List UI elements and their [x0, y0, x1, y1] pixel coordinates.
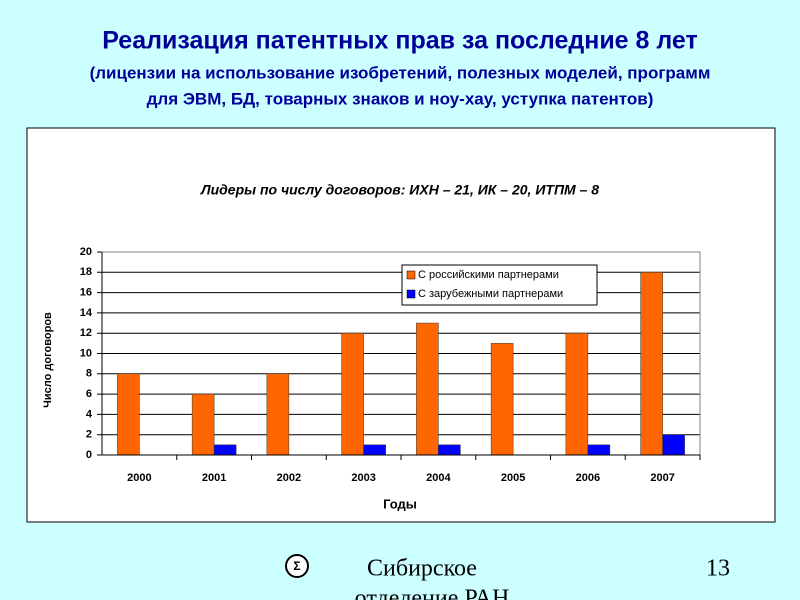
- y-tick-label: 4: [86, 408, 93, 420]
- bar: [587, 444, 611, 456]
- y-tick-label: 6: [86, 388, 92, 400]
- slide-title: Реализация патентных прав за последние 8…: [102, 27, 698, 55]
- legend-swatch: [406, 270, 416, 280]
- y-axis-label: Число договоров: [42, 312, 54, 408]
- y-tick-label: 20: [80, 246, 92, 258]
- footer-organization: отделение РАН: [355, 586, 510, 600]
- y-tick-label: 18: [80, 266, 92, 278]
- bar: [565, 332, 589, 456]
- bar: [416, 322, 439, 456]
- bar: [341, 332, 364, 456]
- page-number: 13: [706, 556, 730, 582]
- y-tick-label: 12: [80, 327, 92, 339]
- x-tick-label: 2000: [127, 472, 151, 484]
- x-tick-label: 2006: [576, 472, 600, 484]
- y-tick-label: 10: [80, 347, 92, 359]
- subtitle: для ЭВМ, БД, товарных знаков и ноу-хау, …: [147, 89, 654, 108]
- bar: [363, 444, 386, 456]
- chart-annotation: Лидеры по числу договоров: ИХН – 21, ИК …: [200, 182, 599, 198]
- bar: [490, 343, 514, 456]
- footer-organization: Сибирское: [367, 556, 477, 582]
- legend-swatch: [406, 289, 416, 299]
- bar: [640, 272, 663, 456]
- bar: [213, 444, 237, 456]
- x-tick-label: 2005: [501, 472, 525, 484]
- x-tick-label: 2004: [426, 472, 451, 484]
- y-tick-label: 14: [80, 307, 93, 319]
- svg-text:Σ: Σ: [293, 559, 300, 573]
- y-tick-label: 2: [86, 429, 92, 441]
- x-tick-label: 2002: [277, 472, 301, 484]
- bar: [191, 393, 215, 456]
- y-tick-label: 0: [86, 449, 92, 461]
- legend-box: [401, 264, 598, 306]
- legend-label: С российскими партнерами: [418, 269, 559, 281]
- bar: [117, 373, 140, 456]
- legend-label: С зарубежными партнерами: [418, 288, 563, 300]
- bar: [662, 434, 685, 456]
- logo: Σ: [285, 554, 309, 578]
- subtitle: (лицензии на использование изобретений, …: [90, 63, 711, 82]
- x-tick-label: 2001: [202, 472, 226, 484]
- x-axis-label: Годы: [383, 496, 417, 511]
- x-tick-label: 2003: [351, 472, 375, 484]
- y-tick-label: 16: [80, 287, 92, 299]
- bar: [438, 444, 461, 456]
- x-tick-label: 2007: [650, 472, 674, 484]
- bar: [266, 373, 290, 456]
- y-tick-label: 8: [86, 368, 92, 380]
